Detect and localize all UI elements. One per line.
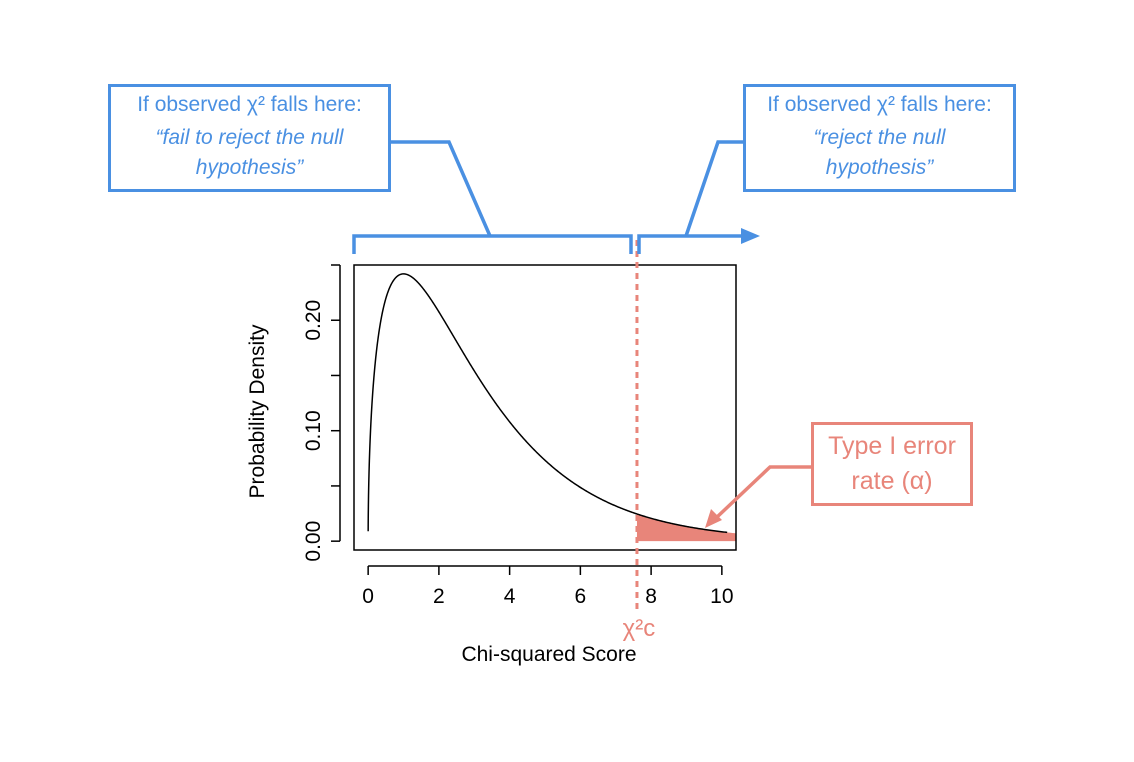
reject-bracket-arrowhead (741, 228, 760, 244)
x-tick-label-4: 4 (504, 585, 516, 608)
fail-to-reject-quote: “fail to reject the null hypothesis” (111, 123, 388, 183)
x-tick-label-0: 0 (362, 585, 374, 608)
plot-layer: 0 2 4 6 8 10 0.00 0.10 0.20 (302, 240, 737, 612)
x-tick-label-6: 6 (575, 585, 587, 608)
x-tick-label-10: 10 (710, 585, 733, 608)
fail-to-reject-bracket (352, 234, 633, 254)
type-one-error-arrowhead (705, 509, 722, 528)
y-tick-label-0: 0.00 (302, 521, 325, 562)
type-one-error-line2: rate (α) (851, 467, 933, 495)
y-axis-label: Probability Density (246, 324, 269, 498)
y-tick-label-2: 0.10 (302, 410, 325, 451)
critical-value-label: χ²c (623, 615, 656, 642)
density-curve (367, 273, 728, 534)
reject-header: If observed χ² falls here: (767, 93, 992, 116)
fail-to-reject-connector (391, 140, 492, 237)
bracket-layer (352, 140, 811, 528)
type-one-error-annotation-box: Type I error rate (α) (811, 422, 973, 506)
reject-bracket (637, 234, 745, 254)
plot-frame (353, 264, 737, 551)
x-tick-label-2: 2 (433, 585, 445, 608)
x-tick-label-8: 8 (645, 585, 657, 608)
type-one-error-connector (714, 465, 811, 520)
rejection-region-area (636, 513, 736, 542)
reject-quote-line1: “reject the null (813, 126, 946, 149)
reject-quote-line2: hypothesis” (825, 156, 934, 179)
x-axis-label: Chi-squared Score (461, 643, 636, 666)
y-tick-label-4: 0.20 (302, 300, 325, 341)
fail-to-reject-quote-line1: “fail to reject the null (155, 126, 344, 149)
reject-quote: “reject the null hypothesis” (746, 123, 1013, 183)
reject-connector (684, 140, 743, 237)
fail-to-reject-annotation-box: If observed χ² falls here: “fail to reje… (108, 84, 391, 192)
type-one-error-line1: Type I error (828, 432, 956, 460)
fail-to-reject-header: If observed χ² falls here: (137, 93, 362, 116)
fail-to-reject-quote-line2: hypothesis” (195, 156, 304, 179)
reject-annotation-box: If observed χ² falls here: “reject the n… (743, 84, 1016, 192)
